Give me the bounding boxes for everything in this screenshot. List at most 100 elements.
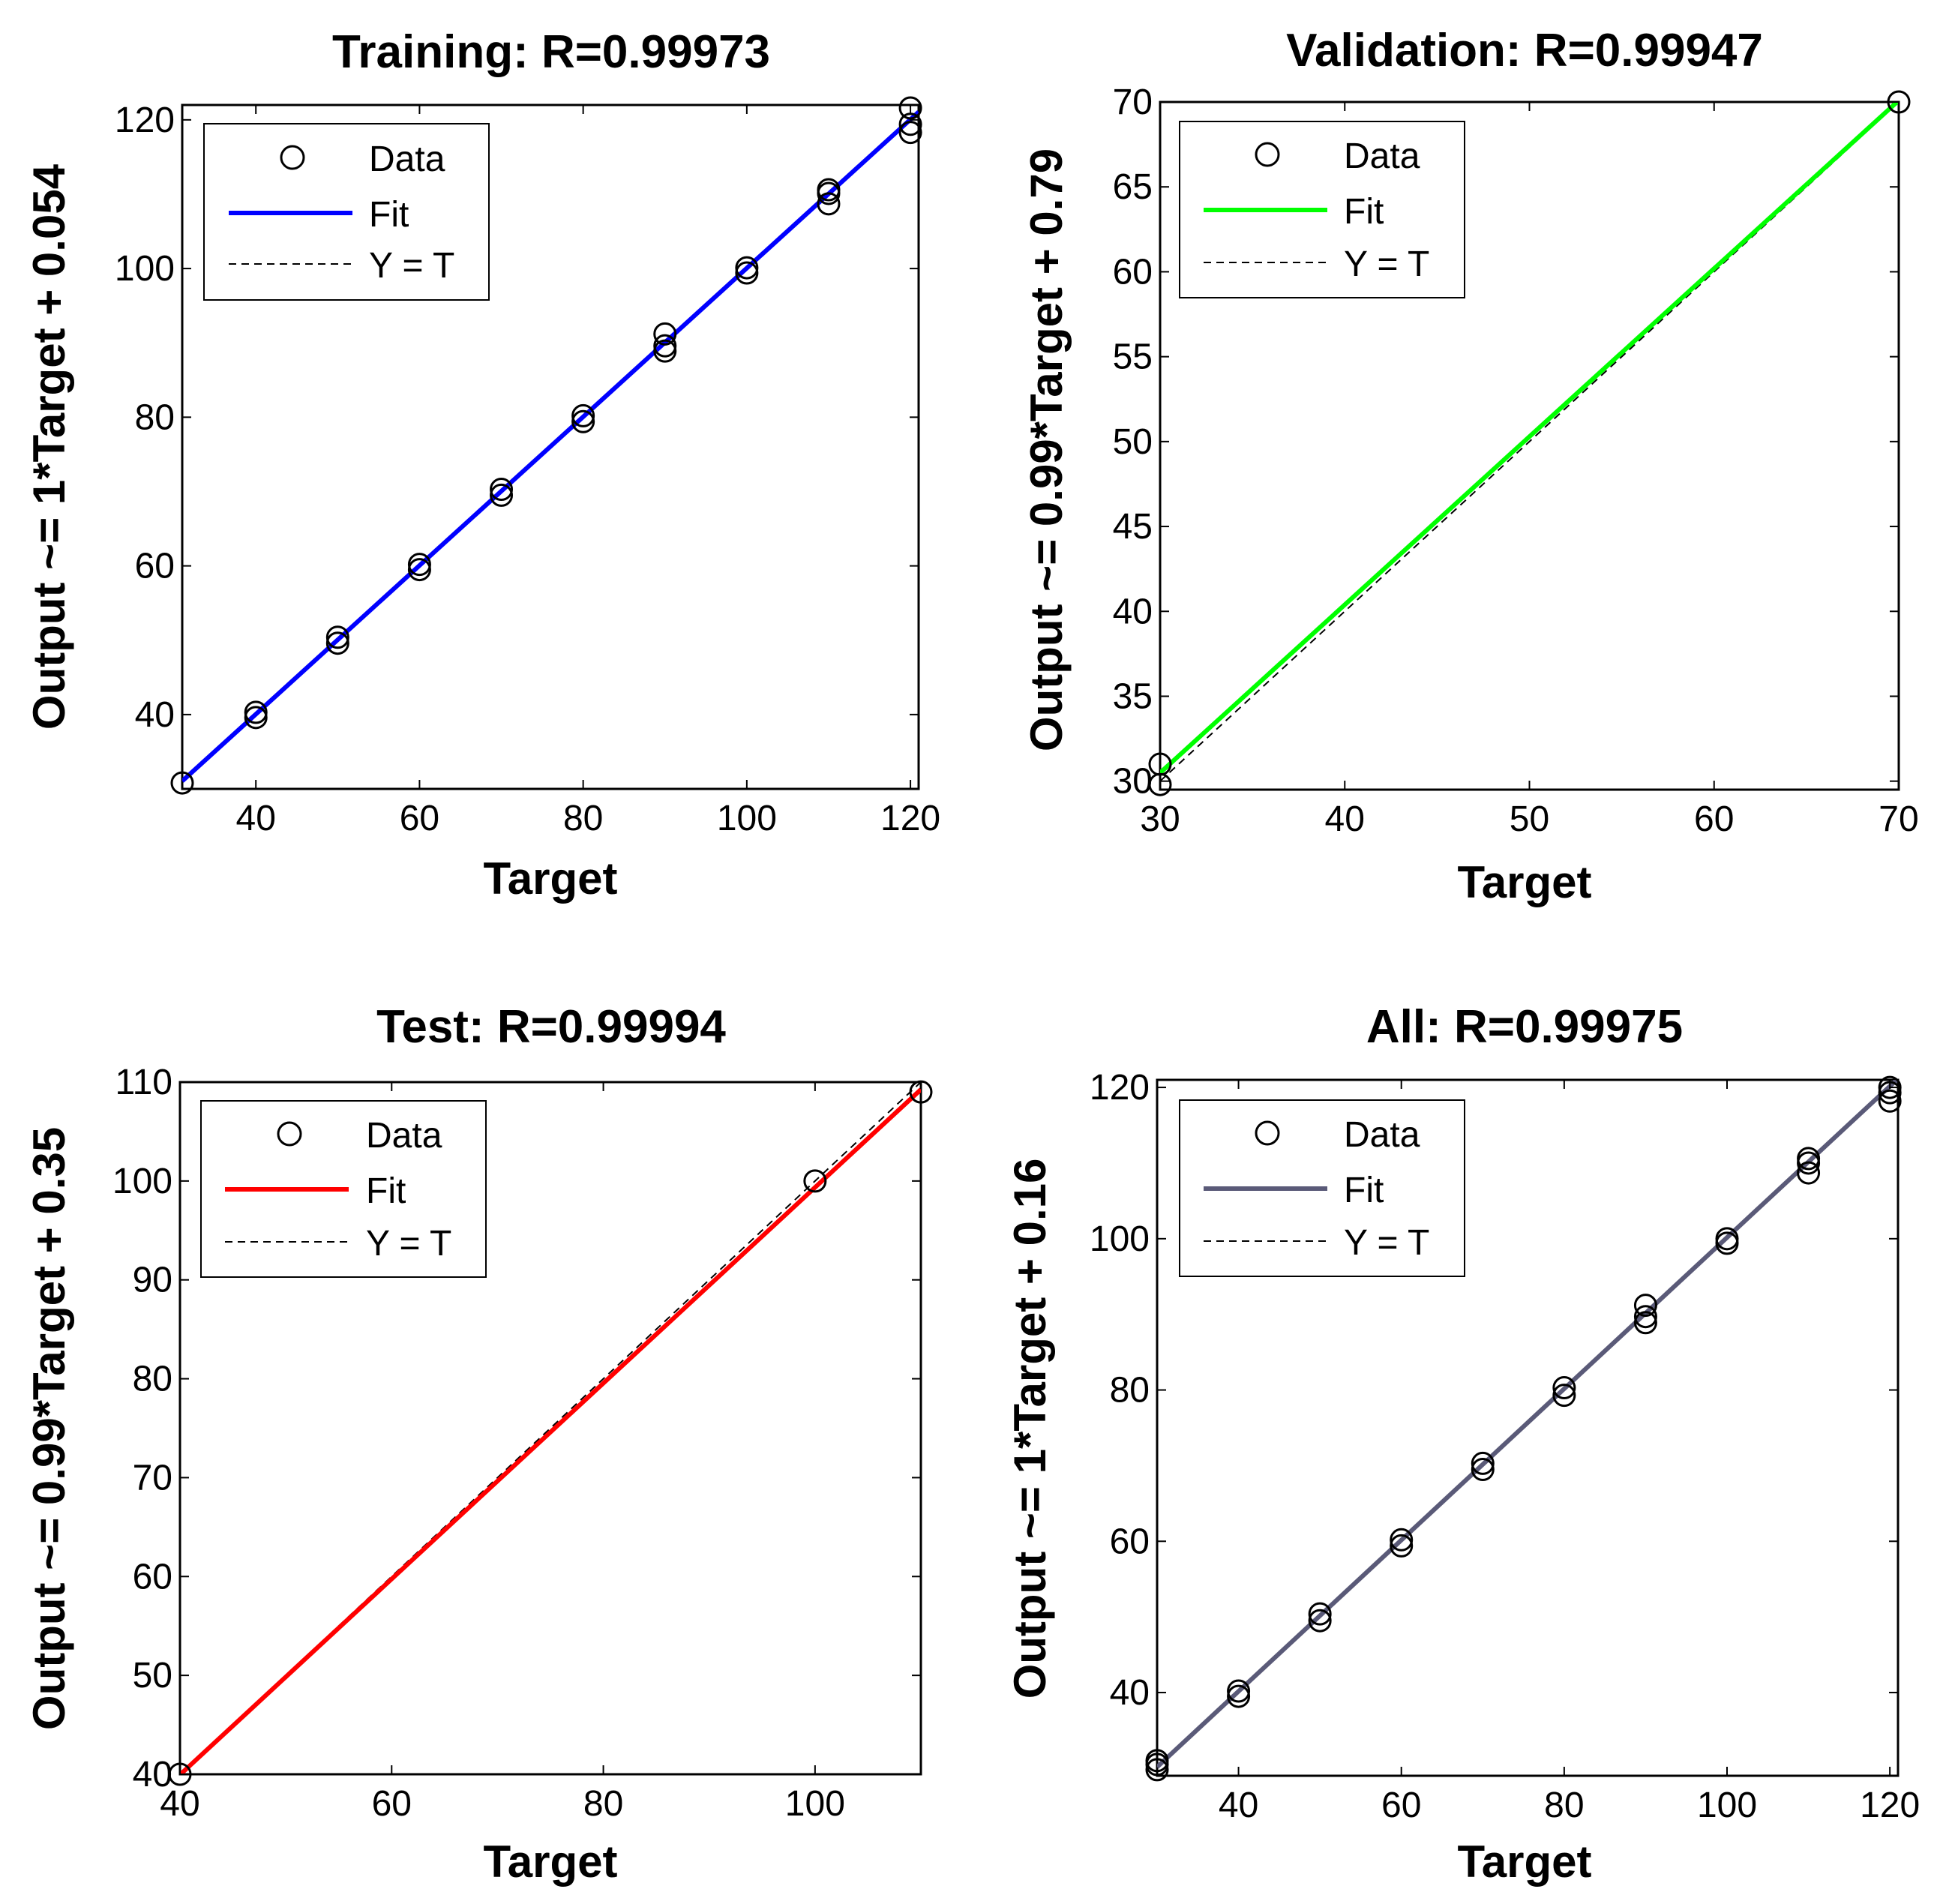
- data-point: [735, 256, 759, 280]
- data-point: [1633, 1305, 1657, 1329]
- x-tick-label: 40: [1325, 799, 1365, 839]
- x-tick-label: 40: [160, 1784, 199, 1824]
- tick-group: 40 60 80 100 120 40 60 80 100 120: [115, 100, 940, 838]
- data-point: [1390, 1534, 1414, 1558]
- x-axis-label: Target: [1458, 1837, 1592, 1887]
- data-point: [1878, 1089, 1902, 1113]
- y-tick-label: 40: [133, 1755, 172, 1795]
- data-point: [1633, 1311, 1657, 1335]
- y-tick-label: 80: [1110, 1371, 1150, 1411]
- data-point: [1227, 1684, 1251, 1708]
- validation-panel: Validation: R=0.99947 30 40 50 60 70 30 35 40 45…: [1021, 25, 1919, 907]
- legend-reference-label: Y = T: [366, 1224, 451, 1264]
- data-point: [1471, 1457, 1495, 1481]
- data-point: [168, 1762, 192, 1786]
- y-tick-label: 30: [1113, 762, 1153, 802]
- y-tick-label: 100: [115, 249, 175, 289]
- legend-reference-label: Y = T: [369, 246, 454, 286]
- fit-line: [182, 110, 919, 783]
- x-tick-label: 80: [583, 1784, 623, 1824]
- x-tick-label: 100: [785, 1784, 845, 1824]
- x-tick-label: 80: [1544, 1786, 1584, 1825]
- y-tick-label: 80: [135, 397, 175, 437]
- y-tick-label: 40: [1110, 1673, 1150, 1713]
- legend-fit-label: Fit: [1344, 192, 1384, 232]
- panel-title: All: R=0.99975: [1366, 1001, 1683, 1053]
- test-panel: Test: R=0.99994 40 60 80 100 40 50 60 70 80 90 100…: [24, 1001, 933, 1887]
- y-tick-label: 55: [1113, 337, 1153, 377]
- x-axis-label: Target: [1458, 857, 1592, 907]
- legend-data-label: Data: [366, 1116, 442, 1156]
- data-point: [325, 625, 349, 649]
- data-point: [1797, 1147, 1821, 1171]
- y-tick-label: 70: [1113, 82, 1153, 122]
- data-point: [1887, 90, 1911, 114]
- data-point: [817, 192, 841, 216]
- training-panel: Training: R=0.99973 40 60 80 100 120 40 60 80 10…: [24, 26, 940, 904]
- legend-data-label: Data: [1344, 136, 1420, 176]
- legend-data-marker: [277, 1121, 302, 1147]
- data-point: [1145, 1758, 1169, 1782]
- data-point: [1471, 1451, 1495, 1475]
- y-axis-label: Output ~= 1*Target + 0.054: [24, 163, 74, 730]
- x-tick-label: 60: [400, 799, 439, 838]
- y-tick-label: 60: [133, 1557, 172, 1597]
- legend-fit-label: Fit: [369, 195, 409, 235]
- panel-title: Validation: R=0.99947: [1286, 25, 1763, 76]
- y-axis-label: Output ~= 1*Target + 0.16: [1005, 1159, 1055, 1699]
- data-point: [909, 1080, 933, 1104]
- legend-fit-label: Fit: [1344, 1171, 1384, 1210]
- y-tick-label: 110: [115, 1063, 172, 1102]
- y-tick-label: 50: [1113, 422, 1153, 462]
- legend-reference-label: Y = T: [1344, 244, 1429, 284]
- data-point: [803, 1169, 827, 1193]
- x-tick-label: 80: [563, 799, 603, 838]
- data-point: [244, 700, 268, 724]
- data-point: [1148, 772, 1172, 796]
- y-tick-label: 40: [1113, 592, 1153, 631]
- x-tick-label: 60: [1381, 1786, 1421, 1825]
- data-point: [1308, 1609, 1332, 1633]
- data-point: [1390, 1528, 1414, 1552]
- data-point: [653, 339, 677, 363]
- x-tick-label: 100: [717, 799, 777, 838]
- fit-line: [1157, 1080, 1898, 1769]
- data-point: [898, 121, 922, 145]
- legend: Data Fit Y = T: [203, 123, 490, 301]
- legend-data-marker: [280, 145, 305, 170]
- legend-fit-label: Fit: [366, 1171, 406, 1211]
- y-tick-label: 65: [1113, 167, 1153, 207]
- reference-line: [1160, 102, 1899, 782]
- data-point: [653, 334, 677, 358]
- plot-content: [1157, 1080, 1898, 1769]
- y-tick-label: 90: [133, 1261, 172, 1300]
- x-tick-label: 40: [236, 799, 276, 838]
- data-point: [407, 558, 431, 582]
- y-tick-label: 80: [133, 1360, 172, 1399]
- y-axis-label: Output ~= 0.99*Target + 0.79: [1021, 148, 1072, 751]
- data-point: [1878, 1081, 1902, 1105]
- y-axis-label: Output ~= 0.99*Target + 0.35: [24, 1127, 74, 1730]
- data-point: [571, 403, 595, 427]
- data-point: [490, 478, 514, 502]
- legend-data-marker: [1255, 1120, 1280, 1146]
- y-tick-label: 60: [1110, 1522, 1150, 1561]
- x-tick-label: 60: [372, 1784, 412, 1824]
- legend-data-label: Data: [1344, 1115, 1420, 1155]
- x-axis-label: Target: [484, 853, 618, 904]
- fit-line: [1160, 102, 1899, 775]
- data-point: [1552, 1384, 1576, 1408]
- tick-group: 30 40 50 60 70 30 35 40 45 50 55 60 65 70: [1113, 82, 1919, 839]
- fit-line: [180, 1087, 921, 1774]
- y-tick-label: 45: [1113, 507, 1153, 547]
- all-panel: All: R=0.99975 40 60 80 100 120406080100120 …: [1005, 1001, 1920, 1887]
- y-tick-label: 100: [1090, 1219, 1150, 1259]
- data-point: [407, 553, 431, 577]
- data-point: [735, 261, 759, 285]
- y-tick-label: 35: [1113, 676, 1153, 716]
- data-point: [653, 322, 677, 346]
- x-tick-label: 100: [1697, 1786, 1757, 1825]
- data-point: [898, 96, 922, 120]
- legend: Data Fit Y = T: [1179, 1099, 1465, 1277]
